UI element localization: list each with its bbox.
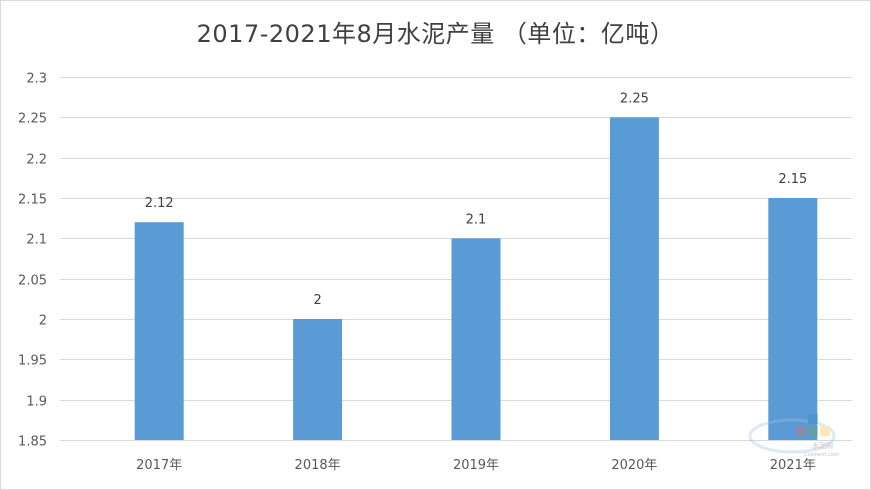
data-label: 2.15: [778, 172, 807, 187]
y-tick-label: 2.25: [18, 112, 47, 127]
x-tick-label: 2021年: [770, 458, 816, 473]
bar-2019年: [451, 238, 501, 440]
y-tick-label: 1.85: [18, 435, 47, 450]
bar-2018年: [293, 319, 343, 440]
y-axis-ticks: 1.85 1.9 1.95 2 2.05 2.1 2.15 2.2 2.25 2.3: [18, 72, 47, 450]
y-tick-label: 2.2: [26, 153, 47, 168]
x-tick-label: 2019年: [453, 458, 499, 473]
bar-2020年: [609, 117, 659, 440]
y-tick-label: 2.3: [26, 72, 47, 87]
data-label: 2: [313, 293, 321, 308]
bars: [134, 117, 818, 440]
bar-2017年: [134, 222, 184, 440]
data-label: 2.12: [145, 196, 174, 211]
x-tick-label: 2018年: [295, 458, 341, 473]
y-tick-label: 1.95: [18, 354, 47, 369]
bar-2021年: [768, 198, 818, 440]
watermark-logo: 水泥网 Ccement.com: [748, 414, 839, 458]
chart-title: 2017-2021年8月水泥产量 （单位：亿吨）: [196, 20, 675, 48]
y-tick-label: 2.05: [18, 274, 47, 289]
watermark-text: 水泥网: [812, 441, 833, 450]
y-tick-label: 2.1: [26, 233, 47, 248]
y-tick-label: 2: [39, 314, 47, 329]
x-axis-ticks: 2017年 2018年 2019年 2020年 2021年: [136, 458, 816, 473]
y-tick-label: 1.9: [26, 395, 47, 410]
data-label: 2.1: [466, 212, 487, 227]
x-tick-label: 2017年: [136, 458, 182, 473]
x-tick-label: 2020年: [611, 458, 657, 473]
y-tick-label: 2.15: [18, 193, 47, 208]
data-label: 2.25: [620, 91, 649, 106]
watermark-subtext: Ccement.com: [804, 452, 839, 458]
data-labels: 2.12 2 2.1 2.25 2.15: [145, 91, 808, 308]
